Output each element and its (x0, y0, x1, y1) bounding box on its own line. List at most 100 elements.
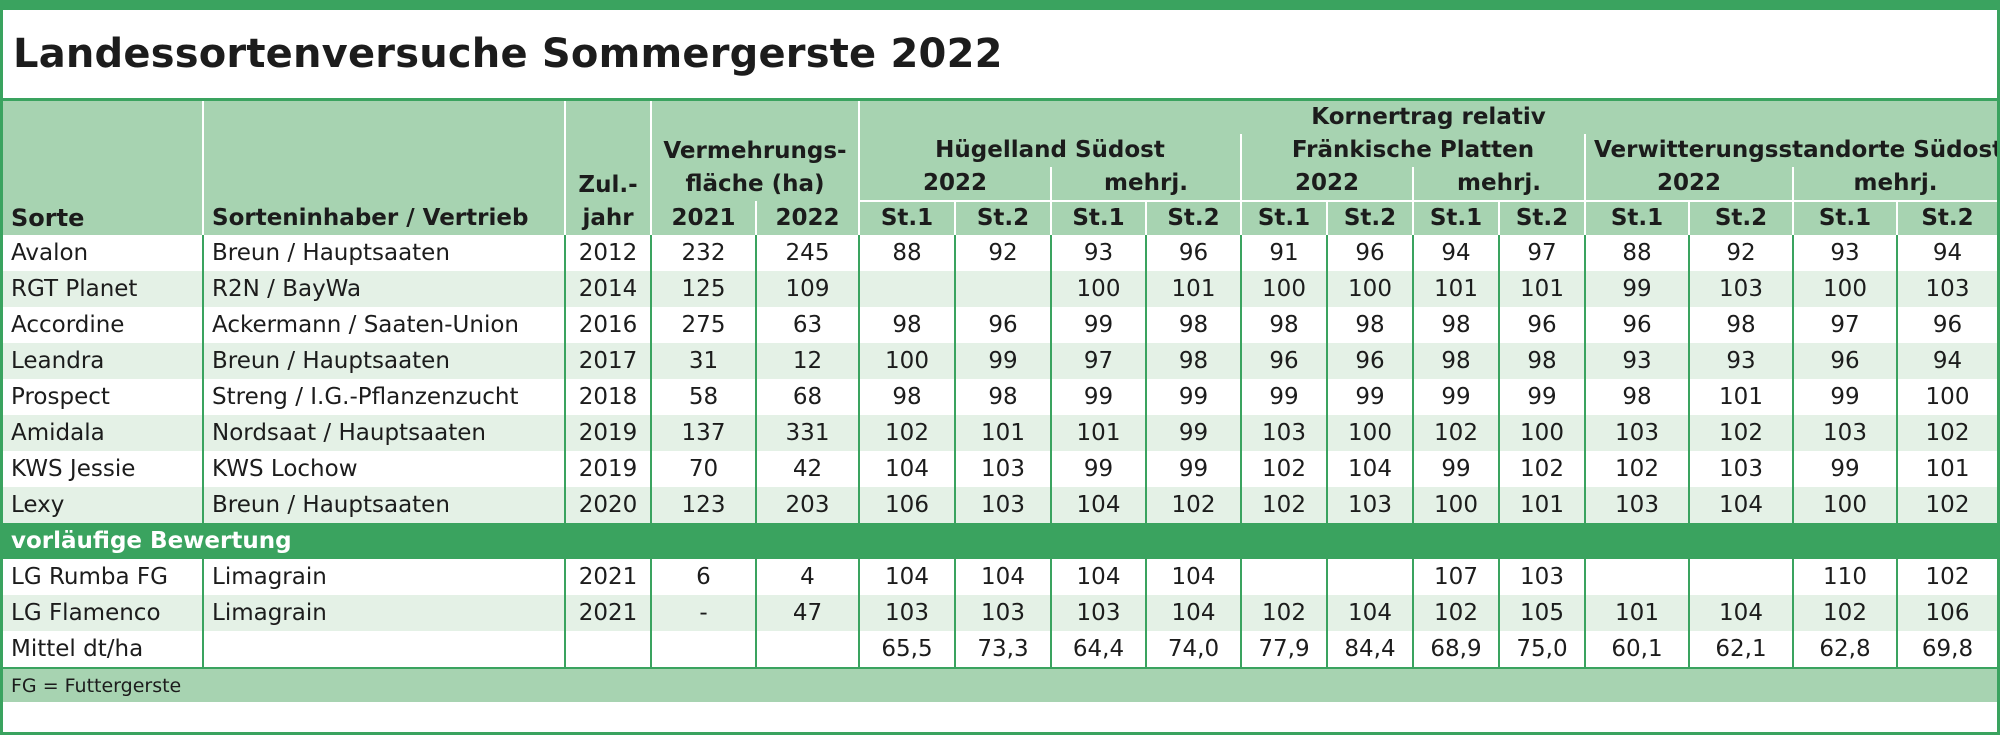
cell-value: 103 (1896, 271, 1997, 307)
cell-value: 103 (1050, 595, 1146, 631)
cell-value: 101 (954, 415, 1051, 451)
header-region-fraenkische: Fränkische Platten (1240, 134, 1585, 167)
cell-vermehrung-2021: 275 (650, 307, 756, 343)
cell-value: 88 (858, 235, 955, 271)
header-kornertrag: Kornertrag relativ (858, 101, 1997, 134)
cell-vermehrung-2022: 47 (755, 595, 859, 631)
cell-value: 96 (1584, 307, 1689, 343)
cell-mittel-value: 68,9 (1412, 631, 1499, 668)
cell-value: 100 (1050, 271, 1146, 307)
cell-value: 100 (858, 343, 955, 379)
cell-value: 104 (858, 559, 955, 595)
cell-value: 99 (1498, 379, 1585, 415)
header-fraenkische-mehrj: mehrj. (1412, 167, 1585, 202)
cell-value: 97 (1792, 307, 1897, 343)
cell-value: 92 (954, 235, 1051, 271)
cell-vermehrung-2022: 4 (755, 559, 859, 595)
cell-value: 101 (1688, 379, 1793, 415)
cell-value: 103 (1584, 487, 1689, 523)
cell-value: 102 (1412, 415, 1499, 451)
header-st2: St.2 (1326, 201, 1413, 235)
cell-value: 99 (1050, 379, 1146, 415)
cell-value: 106 (1896, 595, 1997, 631)
cell-value: 93 (1050, 235, 1146, 271)
cell-sorte: Prospect (3, 379, 203, 415)
table-row: LG Flamenco Limagrain 2021-47 103 103 103 104 1… (3, 595, 1997, 631)
cell-value: 96 (1896, 307, 1997, 343)
cell-vermehrung-2021: 6 (650, 559, 756, 595)
header-vermehrung-line1: Vermehrungs- (663, 138, 847, 164)
cell-inhaber: Ackermann / Saaten-Union (202, 307, 565, 343)
cell-value: 110 (1792, 559, 1897, 595)
cell-vermehrung-2022: 203 (755, 487, 859, 523)
cell-value: 103 (1240, 415, 1327, 451)
cell-value: 104 (1688, 595, 1793, 631)
cell-vermehrung-2022: 63 (755, 307, 859, 343)
cell-value: 99 (1050, 451, 1146, 487)
cell-value: 102 (1584, 451, 1689, 487)
cell-inhaber: Breun / Hauptsaaten (202, 235, 565, 271)
cell-value: 98 (954, 379, 1051, 415)
cell-value: 102 (858, 415, 955, 451)
footnote: FG = Futtergerste (3, 667, 1997, 702)
cell-value: 100 (1792, 271, 1897, 307)
cell-zuljahr: 2021 (564, 559, 651, 595)
cell-value: 104 (1145, 595, 1241, 631)
cell-vermehrung-2021: 125 (650, 271, 756, 307)
cell-value: 103 (1688, 451, 1793, 487)
cell-mittel-value: 62,1 (1688, 631, 1793, 668)
cell-zuljahr: 2017 (564, 343, 651, 379)
cell-value: 99 (1145, 415, 1241, 451)
cell-value: 99 (1412, 379, 1499, 415)
cell-vermehrung-2021: 58 (650, 379, 756, 415)
cell-value (858, 271, 955, 307)
cell-vermehrung-2022: 245 (755, 235, 859, 271)
cell-value: 102 (1240, 487, 1327, 523)
cell-value: 99 (1326, 379, 1413, 415)
cell-value: 104 (1326, 595, 1413, 631)
header-v2021: 2021 (650, 201, 756, 235)
cell-sorte: RGT Planet (3, 271, 203, 307)
cell-value: 99 (1145, 379, 1241, 415)
header-region-verwitterung: Verwitterungsstandorte Südost (1584, 134, 1997, 167)
title-bar: Landessortenversuche Sommergerste 2022 (3, 10, 1997, 101)
cell-value: 103 (1792, 415, 1897, 451)
table-row: Avalon Breun / Hauptsaaten 2012 232 245 88 92 9… (3, 235, 1997, 271)
header-st1: St.1 (1792, 201, 1897, 235)
cell-vermehrung-2022: 331 (755, 415, 859, 451)
cell-vermehrung-2021: 31 (650, 343, 756, 379)
cell-mittel-value: 73,3 (954, 631, 1051, 668)
cell-zuljahr: 2021 (564, 595, 651, 631)
cell-value: 96 (954, 307, 1051, 343)
cell-value: 96 (1326, 343, 1413, 379)
header-vermehrung: Vermehrungs- fläche (ha) (650, 101, 859, 201)
cell-value: 99 (1792, 451, 1897, 487)
header-huegelland-2022: 2022 (858, 167, 1051, 202)
cell-value: 104 (1050, 487, 1146, 523)
cell-value: 93 (1792, 235, 1897, 271)
cell-value: 98 (1412, 307, 1499, 343)
cell-vermehrung-2021: 70 (650, 451, 756, 487)
page-title: Landessortenversuche Sommergerste 2022 (13, 31, 1003, 77)
cell-value: 101 (1050, 415, 1146, 451)
cell-inhaber: Streng / I.G.-Pflanzenzucht (202, 379, 565, 415)
header-zul-line2: jahr (582, 205, 634, 231)
cell-value: 98 (1145, 307, 1241, 343)
cell-value: 103 (1498, 559, 1585, 595)
header-zuljahr: Zul.- jahr (564, 101, 651, 235)
table-row: Lexy Breun / Hauptsaaten 2020 123 203 106 103 1… (3, 487, 1997, 523)
cell-zuljahr: 2016 (564, 307, 651, 343)
table-row: LG Rumba FG Limagrain 2021 6 4 104 104 104 104 10… (3, 559, 1997, 595)
cell-value: 101 (1896, 451, 1997, 487)
cell-inhaber: Breun / Hauptsaaten (202, 343, 565, 379)
cell-value: 98 (1584, 379, 1689, 415)
cell-value: 96 (1792, 343, 1897, 379)
cell-value: 100 (1498, 415, 1585, 451)
cell-zuljahr: 2014 (564, 271, 651, 307)
cell-value: 104 (858, 451, 955, 487)
cell-empty (202, 631, 565, 668)
cell-vermehrung-2021: 232 (650, 235, 756, 271)
cell-value: 104 (1326, 451, 1413, 487)
header-verwitterung-2022: 2022 (1584, 167, 1793, 202)
cell-value: 104 (954, 559, 1051, 595)
